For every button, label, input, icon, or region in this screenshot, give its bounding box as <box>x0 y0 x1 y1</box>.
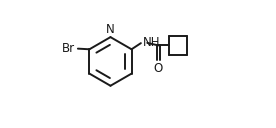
Text: Br: Br <box>62 41 75 55</box>
Text: N: N <box>106 23 115 36</box>
Text: O: O <box>154 62 163 75</box>
Text: NH: NH <box>142 36 160 49</box>
